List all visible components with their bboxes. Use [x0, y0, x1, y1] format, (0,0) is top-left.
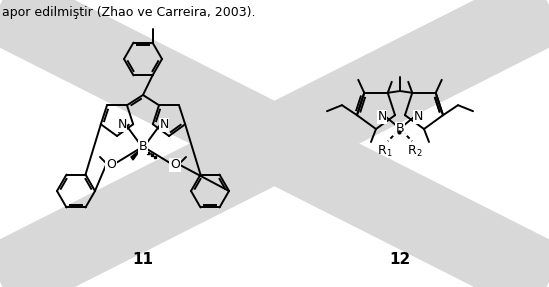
Text: O: O — [170, 158, 180, 172]
Text: 12: 12 — [389, 251, 411, 267]
Text: R: R — [407, 144, 416, 158]
Text: N: N — [413, 110, 423, 123]
Text: O: O — [106, 158, 116, 172]
Text: 2: 2 — [416, 150, 422, 158]
Text: N: N — [159, 119, 169, 131]
Text: B: B — [396, 123, 404, 135]
Text: R: R — [378, 144, 386, 158]
Polygon shape — [131, 149, 141, 160]
Text: N: N — [117, 119, 127, 131]
Text: 11: 11 — [132, 251, 154, 267]
Text: N: N — [377, 110, 386, 123]
Text: B: B — [139, 141, 147, 154]
Text: apor edilmiştir (Zhao ve Carreira, 2003).: apor edilmiştir (Zhao ve Carreira, 2003)… — [2, 6, 255, 19]
Text: 1: 1 — [386, 150, 391, 158]
